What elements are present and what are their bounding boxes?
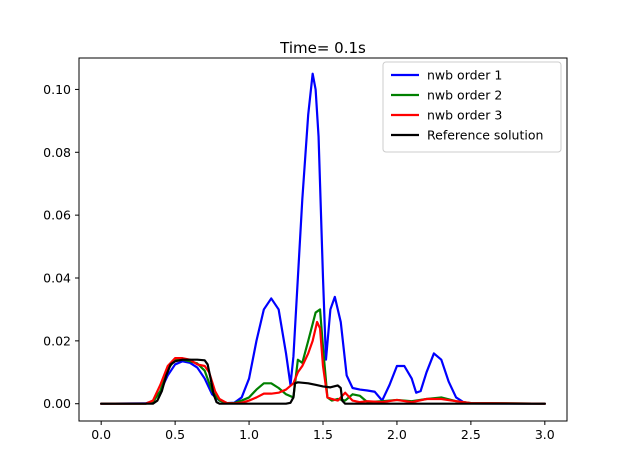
chart-title: Time= 0.1s: [279, 39, 366, 57]
legend-label-3: nwb order 3: [427, 108, 502, 123]
x-tick-label: 3.0: [535, 427, 555, 442]
series-line-3: [100, 320, 546, 405]
y-tick-label: 0.08: [43, 145, 71, 160]
legend-label-2: nwb order 2: [427, 88, 502, 103]
y-tick-label: 0.04: [43, 271, 71, 286]
y-tick-label: 0.10: [43, 82, 71, 97]
legend-label-4: Reference solution: [427, 128, 543, 143]
y-tick-label: 0.02: [43, 333, 71, 348]
legend: nwb order 1 nwb order 2 nwb order 3 Referen…: [382, 61, 562, 153]
axes-layer: 0.0 0.5 1.0 1.5 2.0 2.5 3.0 0.00 0.02 0.04 0.06 0.0…: [43, 82, 555, 442]
x-tick-label: 0.0: [91, 427, 111, 442]
x-tick-label: 1.0: [239, 427, 259, 442]
series-line-4: [100, 358, 546, 405]
x-tick-label: 2.5: [461, 427, 481, 442]
x-tick-label: 0.5: [165, 427, 185, 442]
y-tick-label: 0.06: [43, 208, 71, 223]
y-tick-label: 0.00: [43, 396, 71, 411]
x-tick-label: 1.5: [313, 427, 333, 442]
series-line-1: [100, 72, 546, 405]
legend-label-1: nwb order 1: [427, 68, 502, 83]
legend-box: [382, 61, 562, 153]
x-tick-label: 2.0: [387, 427, 407, 442]
series-layer: [100, 72, 546, 405]
